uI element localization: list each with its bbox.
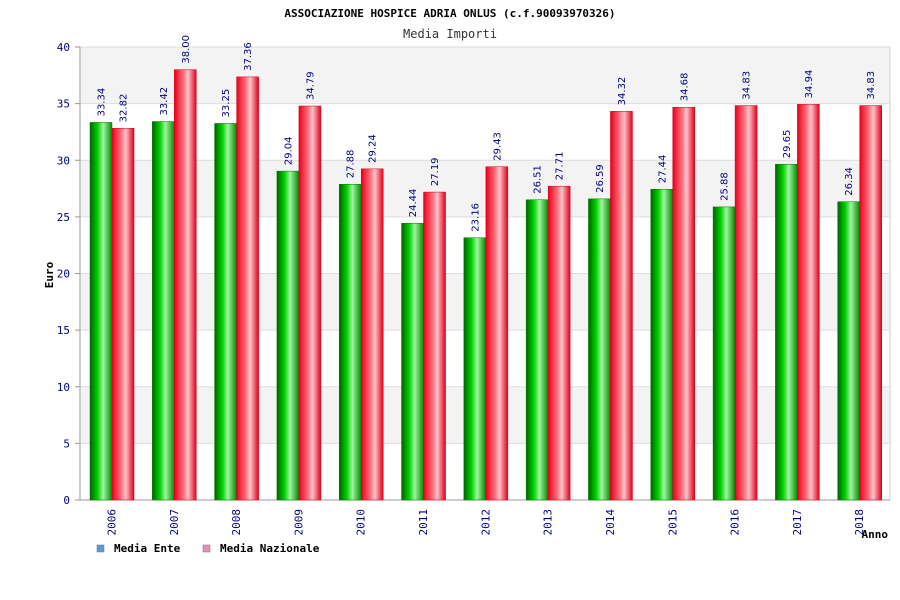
bar-media-ente xyxy=(837,201,860,501)
value-label: 27.44 xyxy=(657,155,668,184)
x-tick-label: 2014 xyxy=(604,509,617,536)
value-label: 29.24 xyxy=(368,134,379,163)
bar-media-ente xyxy=(89,122,113,501)
value-label: 33.34 xyxy=(97,88,108,117)
bar-media-nazionale xyxy=(298,105,322,501)
value-label: 26.51 xyxy=(533,165,544,194)
plot-area: 0 5 10 15 20 25 30 35 40 33.34 32.82 2006 33.42 38.00… xyxy=(57,35,891,536)
value-label: 34.83 xyxy=(866,71,877,100)
bar-media-ente xyxy=(712,206,736,501)
y-tick-label: 0 xyxy=(63,494,70,507)
x-tick-label: 2007 xyxy=(168,509,181,536)
value-label: 34.32 xyxy=(617,77,628,106)
bar-media-nazionale xyxy=(111,128,135,501)
x-tick-label: 2008 xyxy=(230,509,243,536)
bar-media-nazionale xyxy=(859,105,882,501)
y-tick-label: 15 xyxy=(57,324,70,337)
bar-media-ente xyxy=(775,163,798,501)
y-tick-label: 40 xyxy=(57,41,70,54)
legend-swatch xyxy=(202,544,211,553)
grid-band xyxy=(81,47,889,104)
y-tick-label: 20 xyxy=(57,268,70,281)
chart-subtitle: Media Importi xyxy=(403,27,497,41)
bar-media-nazionale xyxy=(797,104,820,501)
y-tick-label: 35 xyxy=(57,98,70,111)
bar-media-ente xyxy=(401,222,424,501)
bar-media-nazionale xyxy=(236,76,259,501)
value-label: 29.65 xyxy=(782,130,793,159)
grid-band xyxy=(81,160,889,217)
value-label: 23.16 xyxy=(470,203,481,232)
value-label: 33.42 xyxy=(159,87,170,116)
x-tick-label: 2006 xyxy=(106,509,119,536)
x-tick-label: 2017 xyxy=(791,509,804,536)
y-tick-label: 10 xyxy=(57,381,70,394)
bar-media-nazionale xyxy=(734,105,758,501)
chart-title: ASSOCIAZIONE HOSPICE ADRIA ONLUS (c.f.90… xyxy=(284,7,615,20)
bar-media-nazionale xyxy=(174,69,197,501)
bar-media-nazionale xyxy=(547,185,571,501)
value-label: 27.88 xyxy=(346,150,357,179)
x-tick-label: 2009 xyxy=(292,509,305,536)
value-label: 27.71 xyxy=(555,152,566,181)
value-label: 37.36 xyxy=(243,42,254,71)
x-tick-label: 2010 xyxy=(355,509,368,536)
bar-media-ente xyxy=(525,199,549,501)
bar-media-ente xyxy=(276,170,300,501)
legend-swatch xyxy=(96,544,105,553)
value-label: 25.88 xyxy=(720,172,731,201)
y-tick-label: 30 xyxy=(57,154,70,167)
value-label: 29.04 xyxy=(283,136,294,165)
value-label: 32.82 xyxy=(119,94,130,123)
legend-label: Media Nazionale xyxy=(220,542,320,555)
value-label: 29.43 xyxy=(492,132,503,161)
legend-label: Media Ente xyxy=(114,542,181,555)
x-tick-label: 2012 xyxy=(479,509,492,535)
legend: Media Ente Media Nazionale xyxy=(96,542,320,555)
bar-media-ente xyxy=(214,123,237,501)
bar-media-ente xyxy=(588,198,611,501)
y-tick-label: 25 xyxy=(57,211,70,224)
y-axis-label: Euro xyxy=(43,261,56,288)
y-tick-label: 5 xyxy=(63,437,70,450)
bar-media-nazionale xyxy=(610,111,633,501)
x-tick-label: 2015 xyxy=(666,509,679,536)
bar-media-ente xyxy=(152,121,175,501)
value-label: 38.00 xyxy=(181,35,192,64)
x-tick-label: 2011 xyxy=(417,509,430,536)
bar-media-nazionale xyxy=(423,191,446,501)
bar-media-nazionale xyxy=(360,168,384,501)
x-axis-label: Anno xyxy=(862,528,889,541)
bar-media-ente xyxy=(650,188,674,501)
value-label: 33.25 xyxy=(221,89,232,118)
value-label: 27.19 xyxy=(430,157,441,186)
value-label: 24.44 xyxy=(408,189,419,218)
value-label: 34.68 xyxy=(679,73,690,102)
x-tick-label: 2013 xyxy=(542,509,555,536)
bar-media-ente xyxy=(463,237,487,501)
value-label: 26.59 xyxy=(595,164,606,193)
x-tick-label: 2016 xyxy=(729,509,742,536)
bar-media-ente xyxy=(338,184,362,501)
value-label: 34.94 xyxy=(804,70,815,99)
value-label: 26.34 xyxy=(844,167,855,196)
value-label: 34.79 xyxy=(305,71,316,100)
x-tick-label: 2018 xyxy=(853,509,866,536)
bar-media-nazionale xyxy=(672,106,696,501)
value-label: 34.83 xyxy=(742,71,753,100)
bar-media-nazionale xyxy=(485,166,509,501)
